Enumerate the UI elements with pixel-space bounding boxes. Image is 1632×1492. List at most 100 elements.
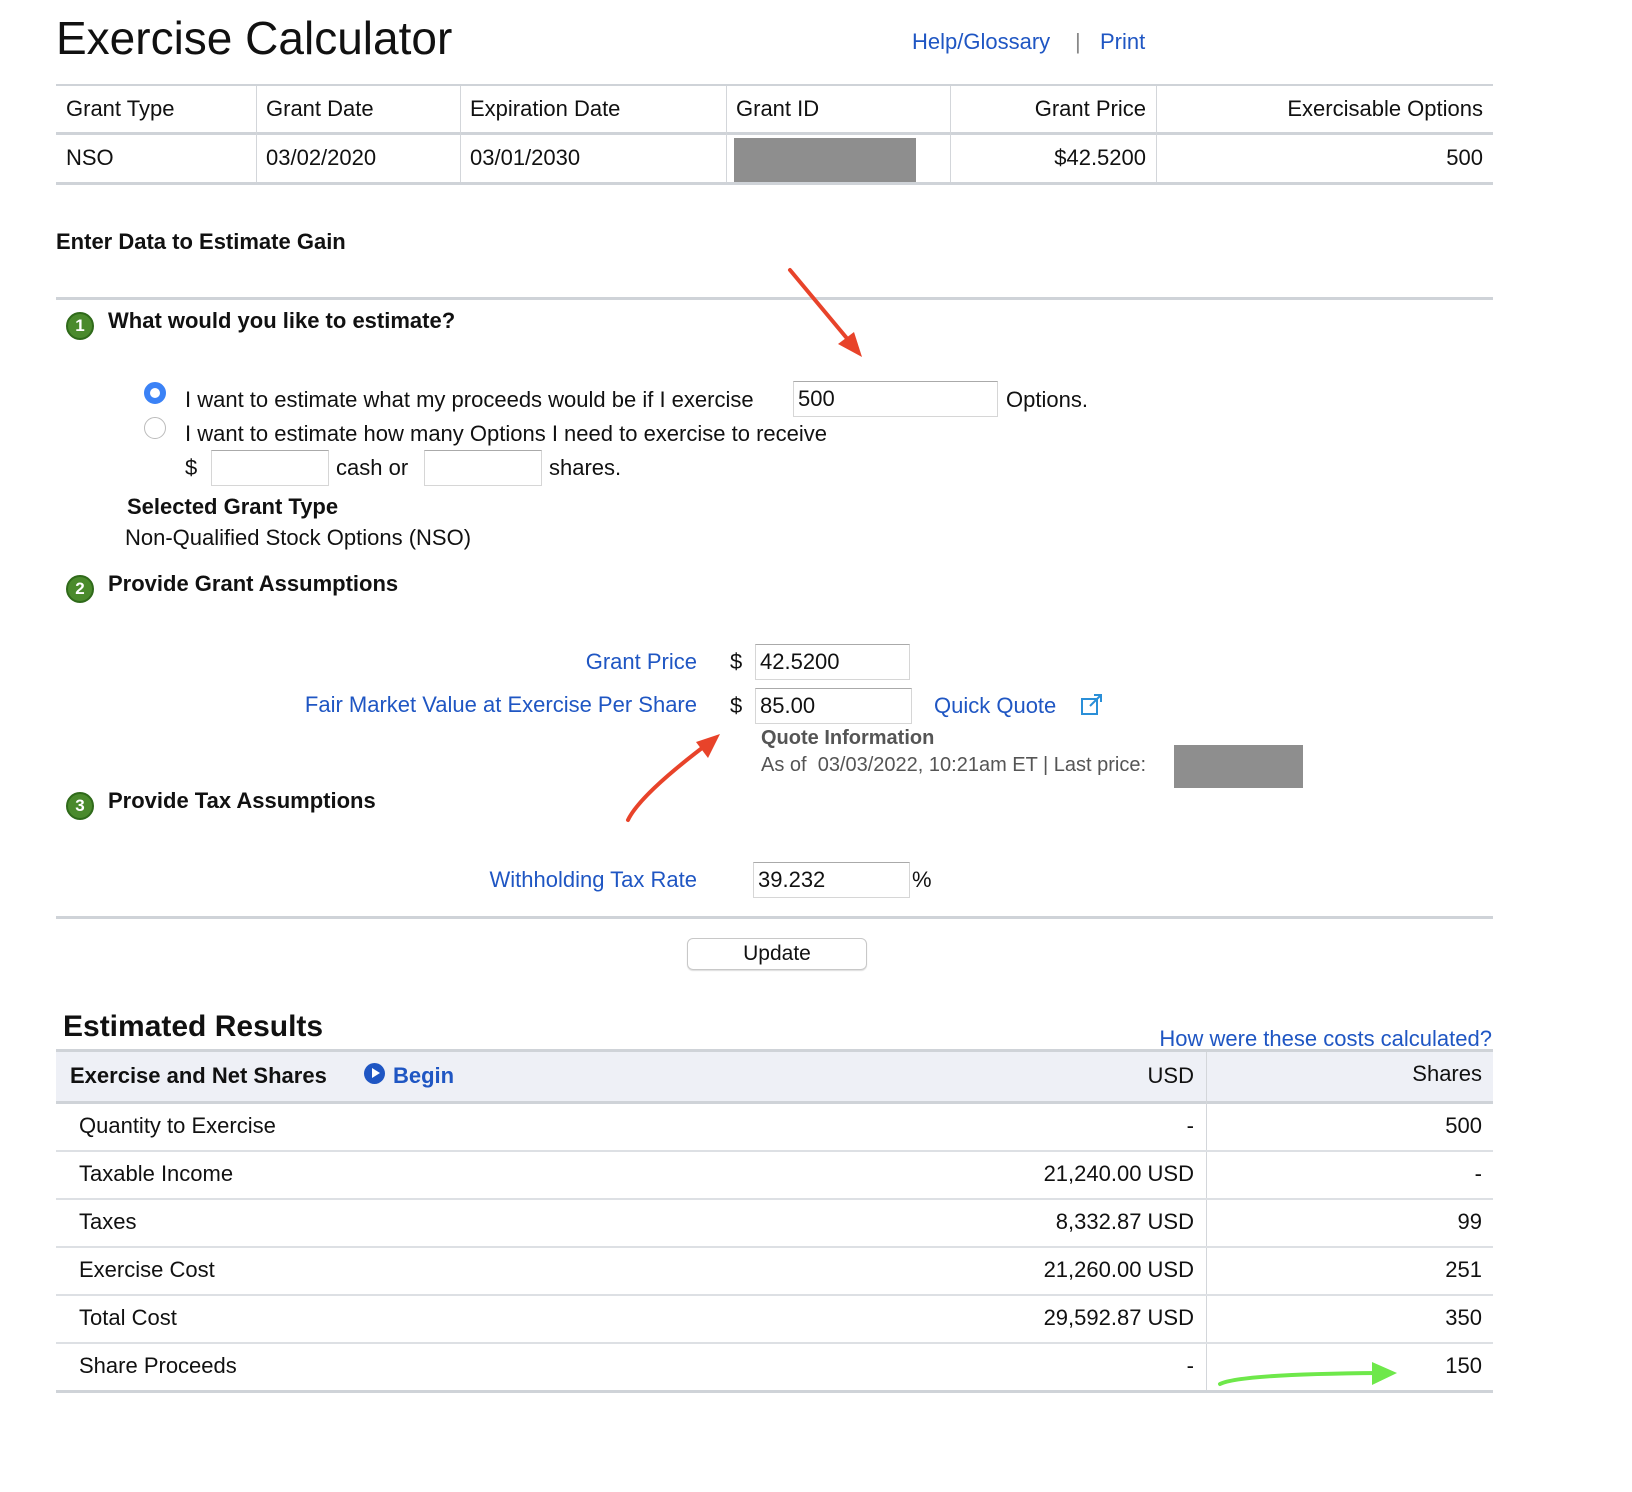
row-border [56, 1294, 1493, 1296]
table-cell: 03/01/2030 [470, 145, 581, 170]
shares-value: - [1474, 1161, 1482, 1186]
option-text: I want to estimate what my proceeds woul… [185, 387, 754, 412]
column-divider [460, 86, 461, 182]
fmv-input[interactable]: 85.00 [755, 688, 912, 724]
update-button[interactable]: Update [687, 938, 867, 970]
column-divider [950, 86, 951, 182]
step-badge: 3 [66, 792, 94, 820]
divider [56, 297, 1493, 300]
field-label[interactable]: Withholding Tax Rate [489, 867, 698, 892]
column-header: Expiration Date [470, 96, 621, 121]
cash-input[interactable] [211, 450, 329, 486]
column-divider [256, 86, 257, 182]
table-border [56, 1049, 1493, 1052]
currency: $ [185, 455, 198, 480]
begin-link[interactable]: Begin [393, 1063, 455, 1088]
shares-value: 350 [1445, 1305, 1482, 1330]
header-title: Exercise and Net Shares [70, 1063, 327, 1088]
step-badge: 1 [66, 312, 94, 340]
table-border [56, 1101, 1493, 1104]
row-border [56, 1198, 1493, 1200]
grant-price-input[interactable]: 42.5200 [755, 644, 910, 680]
option-text: cash or [336, 455, 409, 480]
tax-rate-input[interactable]: 39.232 [753, 862, 910, 898]
row-border [56, 1150, 1493, 1152]
redacted [1174, 745, 1303, 788]
column-header: Exercisable Options [1287, 96, 1483, 121]
external-link-icon [1081, 694, 1102, 715]
value: Non-Qualified Stock Options (NSO) [125, 525, 472, 550]
column-divider [1156, 86, 1157, 182]
row-label: Taxable Income [79, 1161, 234, 1186]
shares-value: 251 [1445, 1257, 1482, 1282]
link-separator: | [1075, 29, 1081, 54]
usd-value: 21,240.00 USD [1043, 1161, 1194, 1186]
column-header: USD [1147, 1063, 1194, 1088]
table-cell: $42.5200 [1054, 145, 1146, 170]
usd-value: - [1186, 1113, 1194, 1138]
page-title: Exercise Calculator [56, 12, 453, 64]
row-border [56, 1246, 1493, 1248]
quick-quote-link[interactable]: Quick Quote [934, 693, 1057, 718]
redacted [734, 138, 916, 182]
red-arrow [626, 734, 720, 822]
option-text: shares. [549, 455, 622, 480]
column-header: Grant Price [1034, 96, 1146, 121]
quote-info-title: Quote Information [761, 727, 935, 749]
help-link[interactable]: How were these costs calculated? [1159, 1026, 1492, 1051]
header-bg [56, 1050, 1493, 1102]
row-label: Quantity to Exercise [79, 1113, 276, 1138]
option-text: I want to estimate how many Options I ne… [185, 421, 827, 446]
row-label: Share Proceeds [79, 1353, 237, 1378]
row-label: Total Cost [79, 1305, 177, 1330]
help-link[interactable]: Help/Glossary [912, 29, 1051, 54]
section-heading: Enter Data to Estimate Gain [56, 229, 346, 254]
column-header: Shares [1412, 1061, 1482, 1086]
print-link[interactable]: Print [1100, 29, 1146, 54]
table-cell: 500 [1446, 145, 1483, 170]
radio[interactable] [144, 417, 166, 439]
step-title: Provide Tax Assumptions [108, 788, 376, 813]
shares-value: 500 [1445, 1113, 1482, 1138]
row-label: Exercise Cost [79, 1257, 215, 1282]
red-arrow [788, 268, 862, 357]
table-cell: 03/02/2020 [266, 145, 377, 170]
label: Selected Grant Type [127, 494, 339, 519]
column-header: Grant Type [66, 96, 175, 121]
options-input[interactable]: 500 [793, 381, 998, 417]
unit: % [912, 867, 932, 892]
table-border [56, 182, 1493, 185]
currency: $ [730, 693, 743, 718]
column-divider [726, 86, 727, 182]
radio-selected[interactable] [144, 382, 166, 404]
row-label: Taxes [79, 1209, 137, 1234]
column-header: Grant Date [266, 96, 374, 121]
option-text: Options. [1006, 387, 1088, 412]
currency: $ [730, 649, 743, 674]
usd-value: 29,592.87 USD [1043, 1305, 1194, 1330]
step-badge: 2 [66, 575, 94, 603]
column-divider [1206, 1052, 1207, 1390]
column-header: Grant ID [736, 96, 820, 121]
quote-info-text: As of 03/03/2022, 10:21am ET | Last pric… [761, 754, 1147, 776]
field-label[interactable]: Grant Price [585, 649, 697, 674]
step-title: What would you like to estimate? [108, 308, 456, 333]
step-title: Provide Grant Assumptions [108, 571, 399, 596]
green-arrow [1218, 1362, 1397, 1386]
table-cell: NSO [66, 145, 114, 170]
row-border [56, 1342, 1493, 1344]
shares-input[interactable] [424, 450, 542, 486]
play-triangle [372, 1068, 380, 1078]
usd-value: 8,332.87 USD [1055, 1209, 1194, 1234]
row-border [56, 1390, 1493, 1393]
usd-value: 21,260.00 USD [1043, 1257, 1194, 1282]
radio-dot [150, 388, 160, 398]
shares-value: 150 [1445, 1353, 1482, 1378]
usd-value: - [1186, 1353, 1194, 1378]
table-border [56, 132, 1493, 135]
field-label[interactable]: Fair Market Value at Exercise Per Share [304, 692, 697, 717]
table-border [56, 84, 1493, 86]
divider [56, 916, 1493, 919]
begin-icon[interactable] [364, 1063, 385, 1084]
